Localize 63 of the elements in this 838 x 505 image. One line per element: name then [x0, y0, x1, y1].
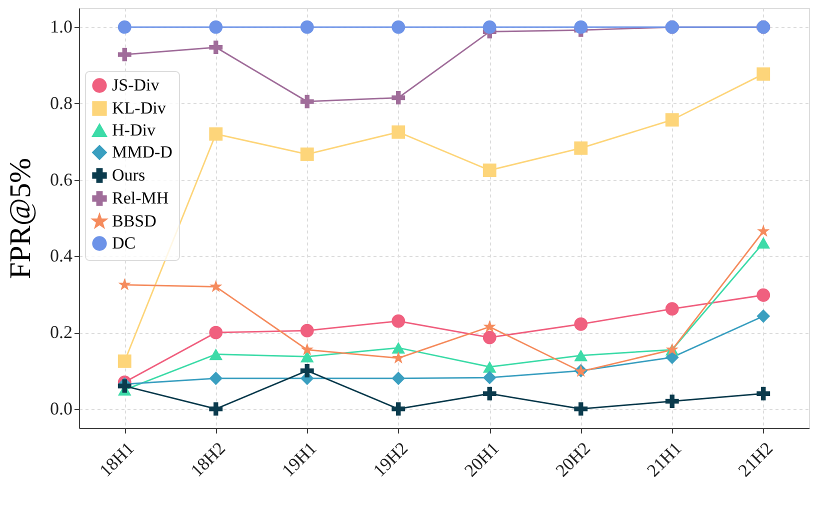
point — [300, 350, 314, 362]
legend-label: Ours — [112, 166, 146, 184]
point — [392, 372, 406, 386]
point — [482, 370, 496, 384]
point — [118, 20, 132, 34]
point — [574, 402, 588, 416]
y-tick-label: 0.0 — [50, 398, 72, 418]
y-tick-label: 1.0 — [50, 16, 72, 37]
point — [209, 40, 223, 54]
point — [665, 394, 679, 408]
point — [482, 20, 496, 34]
point — [574, 20, 588, 34]
point — [482, 361, 496, 373]
point — [209, 348, 223, 360]
point — [392, 402, 406, 416]
point — [574, 317, 588, 331]
point — [756, 386, 770, 400]
point — [482, 164, 496, 177]
y-axis-title: FPR@5% — [4, 158, 37, 279]
point — [482, 330, 496, 344]
point — [209, 127, 223, 141]
legend-label: H-Div — [112, 120, 156, 140]
y-tick-label: 0.4 — [50, 246, 72, 266]
point — [756, 67, 770, 81]
point — [574, 350, 588, 362]
legend-label: DC — [112, 234, 136, 252]
point — [665, 113, 679, 127]
point — [209, 326, 223, 340]
y-tick-label: 0.6 — [50, 169, 72, 190]
point — [756, 309, 770, 323]
legend-label: BBSD — [112, 212, 156, 230]
point — [300, 343, 314, 356]
point — [392, 91, 406, 104]
point — [209, 20, 223, 34]
legend-label: MMD-D — [112, 142, 172, 162]
y-tick-label: 0.8 — [50, 92, 72, 113]
point — [118, 48, 132, 62]
point — [482, 386, 496, 400]
point — [300, 364, 314, 378]
legend-label: Rel-MH — [112, 188, 169, 208]
point — [574, 141, 588, 155]
point — [756, 288, 770, 302]
legend-label: KL-Div — [112, 98, 166, 118]
point — [392, 20, 406, 34]
point — [392, 351, 405, 364]
point — [757, 224, 770, 237]
point — [118, 354, 132, 368]
point — [392, 342, 406, 354]
point — [392, 125, 406, 139]
point — [756, 237, 770, 249]
y-tick-label: 0.2 — [50, 322, 72, 342]
point — [300, 324, 314, 338]
point — [209, 372, 223, 386]
point — [300, 94, 314, 108]
point — [483, 320, 496, 332]
point — [300, 20, 314, 34]
point — [209, 402, 223, 416]
point — [210, 280, 222, 292]
point — [300, 148, 314, 161]
point — [392, 314, 406, 328]
point — [665, 302, 679, 316]
legend-label: JS-Div — [112, 76, 160, 94]
point — [118, 278, 131, 290]
